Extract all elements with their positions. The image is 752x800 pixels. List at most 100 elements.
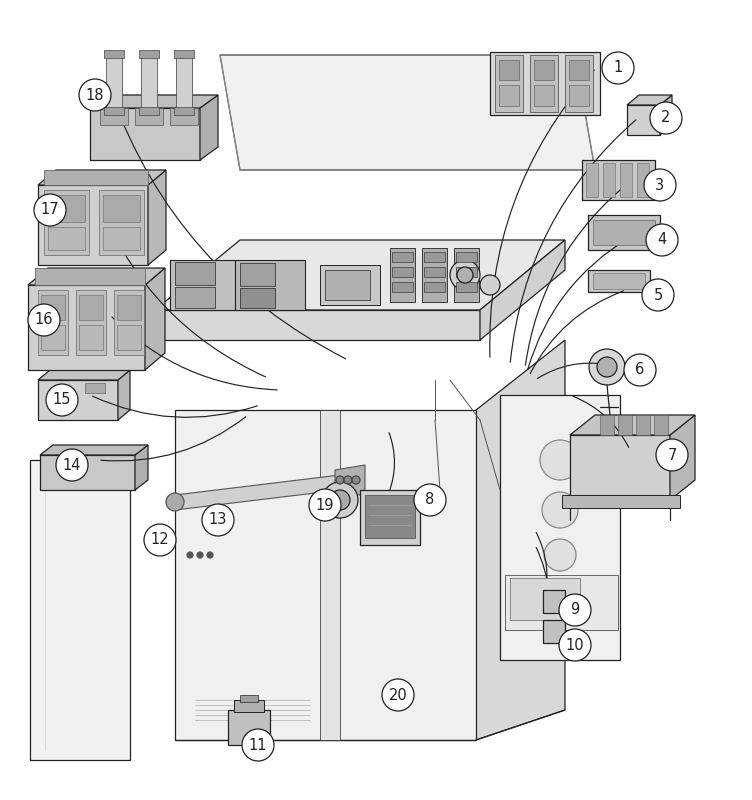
Text: 8: 8 — [426, 493, 435, 507]
Polygon shape — [588, 270, 650, 292]
Text: 20: 20 — [389, 687, 408, 702]
Polygon shape — [228, 710, 270, 745]
Polygon shape — [392, 282, 413, 292]
Circle shape — [540, 440, 580, 480]
Polygon shape — [235, 260, 305, 310]
Polygon shape — [118, 370, 130, 420]
Polygon shape — [424, 267, 445, 277]
Circle shape — [457, 267, 473, 283]
Polygon shape — [620, 163, 632, 197]
Polygon shape — [654, 415, 668, 435]
Polygon shape — [175, 475, 340, 510]
Circle shape — [650, 102, 682, 134]
Polygon shape — [103, 227, 140, 250]
Circle shape — [336, 476, 344, 484]
Circle shape — [624, 354, 656, 386]
Polygon shape — [40, 445, 148, 455]
Polygon shape — [422, 248, 447, 302]
Circle shape — [144, 524, 176, 556]
Polygon shape — [500, 395, 620, 660]
Polygon shape — [636, 415, 650, 435]
Polygon shape — [30, 460, 130, 760]
Polygon shape — [499, 85, 519, 106]
Text: 15: 15 — [53, 393, 71, 407]
Polygon shape — [104, 50, 124, 58]
Polygon shape — [139, 50, 159, 58]
Polygon shape — [543, 620, 565, 643]
Circle shape — [202, 504, 234, 536]
Circle shape — [656, 439, 688, 471]
Circle shape — [197, 552, 203, 558]
Circle shape — [480, 275, 500, 295]
Polygon shape — [495, 55, 523, 112]
Circle shape — [79, 79, 111, 111]
Polygon shape — [490, 52, 600, 115]
Circle shape — [28, 304, 60, 336]
Polygon shape — [456, 267, 477, 277]
Polygon shape — [569, 85, 589, 106]
Polygon shape — [320, 265, 380, 305]
Text: 6: 6 — [635, 362, 644, 378]
Polygon shape — [155, 310, 480, 340]
Polygon shape — [200, 95, 218, 160]
Circle shape — [166, 493, 184, 511]
Polygon shape — [627, 95, 672, 105]
Text: 11: 11 — [249, 738, 267, 753]
Polygon shape — [175, 262, 215, 285]
Circle shape — [382, 679, 414, 711]
Polygon shape — [335, 465, 365, 495]
Text: 9: 9 — [570, 602, 580, 618]
Polygon shape — [480, 240, 565, 340]
Polygon shape — [28, 268, 165, 285]
Polygon shape — [79, 325, 103, 350]
Polygon shape — [660, 95, 672, 135]
Polygon shape — [174, 107, 194, 115]
Polygon shape — [454, 248, 479, 302]
Polygon shape — [240, 695, 258, 702]
Text: 13: 13 — [209, 513, 227, 527]
Circle shape — [34, 194, 66, 226]
Polygon shape — [627, 105, 660, 135]
Circle shape — [542, 492, 578, 528]
Circle shape — [330, 490, 350, 510]
Circle shape — [559, 594, 591, 626]
Text: 18: 18 — [86, 87, 105, 102]
Polygon shape — [360, 490, 420, 545]
Circle shape — [242, 729, 274, 761]
Polygon shape — [530, 55, 558, 112]
Text: 1: 1 — [614, 61, 623, 75]
Polygon shape — [593, 220, 655, 245]
Text: 2: 2 — [661, 110, 671, 126]
Polygon shape — [390, 248, 415, 302]
Circle shape — [544, 539, 576, 571]
Polygon shape — [637, 163, 649, 197]
Polygon shape — [220, 55, 595, 170]
Polygon shape — [565, 55, 593, 112]
Polygon shape — [117, 325, 141, 350]
Text: 17: 17 — [41, 202, 59, 218]
Polygon shape — [586, 163, 598, 197]
Polygon shape — [100, 108, 128, 125]
Polygon shape — [240, 263, 275, 286]
Polygon shape — [41, 295, 65, 320]
Polygon shape — [499, 60, 519, 80]
Polygon shape — [40, 455, 135, 490]
Polygon shape — [320, 410, 340, 740]
Polygon shape — [543, 590, 565, 613]
Circle shape — [450, 260, 480, 290]
Polygon shape — [534, 60, 554, 80]
Polygon shape — [670, 415, 695, 500]
Polygon shape — [79, 295, 103, 320]
Polygon shape — [600, 415, 614, 435]
Circle shape — [352, 476, 360, 484]
Polygon shape — [570, 415, 695, 435]
Circle shape — [60, 390, 70, 400]
Circle shape — [187, 552, 193, 558]
Polygon shape — [174, 50, 194, 58]
Polygon shape — [476, 340, 565, 740]
Circle shape — [642, 279, 674, 311]
Polygon shape — [38, 170, 166, 185]
Polygon shape — [562, 495, 680, 508]
Polygon shape — [85, 383, 105, 393]
Polygon shape — [135, 108, 163, 125]
